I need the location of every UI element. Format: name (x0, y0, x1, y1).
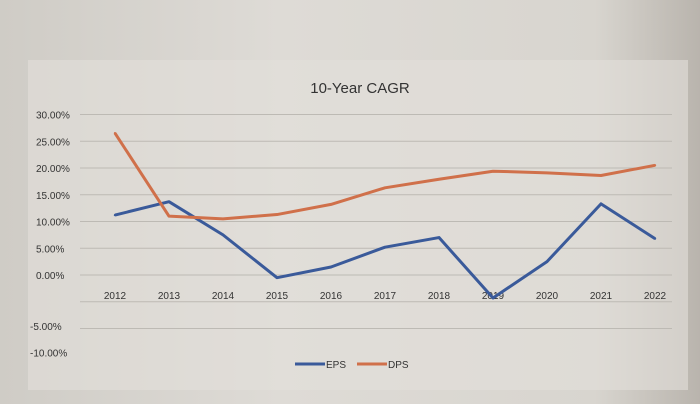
data-point-dps (329, 203, 333, 206)
data-point-eps (113, 213, 117, 217)
y-tick-label: 0.00% (36, 271, 64, 282)
x-tick-label: 2015 (266, 291, 289, 302)
data-point-eps (545, 260, 549, 263)
data-point-dps (491, 170, 495, 173)
data-point-eps (653, 237, 657, 240)
y-tick-label: -10.00% (30, 349, 67, 360)
data-point-eps (167, 200, 171, 203)
data-point-dps (275, 213, 279, 216)
x-tick-label: 2012 (104, 291, 127, 302)
data-point-dps (221, 217, 225, 221)
x-tick-label: 2021 (590, 291, 613, 302)
chart-area (28, 60, 688, 390)
x-tick-label: 2016 (320, 291, 343, 302)
x-tick-label: 2018 (428, 291, 451, 302)
x-tick-label: 2022 (644, 291, 667, 302)
data-point-eps (599, 202, 603, 206)
legend-label: DPS (388, 360, 409, 371)
y-tick-label: 30.00% (36, 111, 70, 122)
chart-title: 10-Year CAGR (310, 80, 410, 97)
data-point-eps (437, 236, 441, 239)
x-tick-label: 2013 (158, 291, 181, 302)
y-tick-label: -5.00% (30, 322, 62, 333)
data-point-eps (329, 265, 333, 269)
data-point-dps (113, 132, 117, 135)
data-point-eps (383, 245, 387, 249)
data-point-dps (437, 178, 441, 181)
legend-label: EPS (326, 360, 346, 371)
data-point-eps (491, 296, 495, 300)
y-tick-label: 5.00% (36, 244, 64, 255)
data-point-dps (599, 174, 603, 177)
x-tick-label: 2017 (374, 291, 397, 302)
data-point-eps (275, 276, 279, 279)
x-tick-label: 2020 (536, 291, 559, 302)
y-tick-label: 15.00% (36, 191, 70, 202)
data-point-dps (167, 214, 171, 218)
data-point-dps (653, 164, 657, 167)
y-tick-label: 10.00% (36, 218, 70, 229)
y-tick-label: 20.00% (36, 164, 70, 175)
x-tick-label: 2014 (212, 291, 235, 302)
data-point-dps (545, 171, 549, 175)
data-point-eps (221, 233, 225, 237)
data-point-dps (383, 186, 387, 189)
y-tick-label: 25.00% (36, 137, 70, 148)
